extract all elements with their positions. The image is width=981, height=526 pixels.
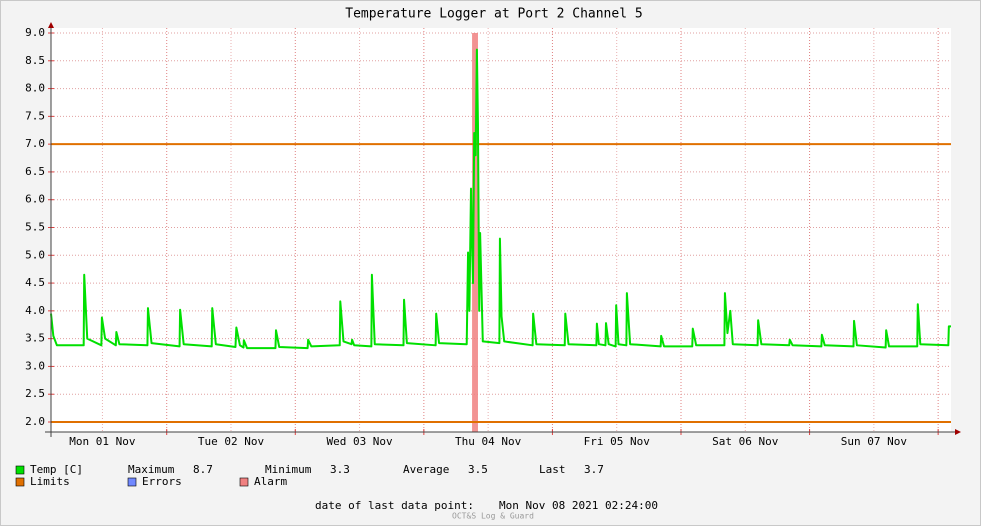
legend-label: Errors <box>142 475 182 488</box>
stat-label: Last <box>539 463 566 476</box>
x-tick-label: Tue 02 Nov <box>198 435 265 448</box>
temperature-line <box>50 48 951 350</box>
legend-swatch <box>15 465 25 475</box>
y-tick-label: 8.0 <box>25 82 45 95</box>
stat-label: Maximum <box>128 463 175 476</box>
stat-value: 3.3 <box>330 463 350 476</box>
legend-label: Limits <box>30 475 70 488</box>
x-tick-label: Sat 06 Nov <box>712 435 779 448</box>
x-axis-arrow <box>955 429 961 435</box>
footer: OCT&S Log & Guard <box>452 512 534 521</box>
y-tick-label: 4.5 <box>25 276 45 289</box>
y-tick-label: 5.5 <box>25 220 45 233</box>
alarm-band <box>472 33 478 432</box>
last-point-label: date of last data point: <box>315 499 474 512</box>
stat-value: 3.5 <box>468 463 488 476</box>
y-tick-label: 7.5 <box>25 109 45 122</box>
legend-label: Temp [C] <box>30 463 83 476</box>
y-tick-label: 3.5 <box>25 332 45 345</box>
y-tick-label: 4.0 <box>25 304 45 317</box>
x-tick-label: Wed 03 Nov <box>326 435 393 448</box>
last-point-value: Mon Nov 08 2021 02:24:00 <box>499 499 658 512</box>
y-tick-label: 6.0 <box>25 193 45 206</box>
stat-value: 3.7 <box>584 463 604 476</box>
stat-value: 8.7 <box>193 463 213 476</box>
legend-label: Alarm <box>254 475 287 488</box>
x-tick-label: Fri 05 Nov <box>584 435 651 448</box>
x-tick-label: Mon 01 Nov <box>69 435 136 448</box>
legend-swatch <box>239 477 249 487</box>
stat-label: Minimum <box>265 463 312 476</box>
y-tick-label: 8.5 <box>25 54 45 67</box>
x-tick-label: Sun 07 Nov <box>841 435 908 448</box>
y-tick-label: 3.0 <box>25 359 45 372</box>
legend-swatch <box>127 477 137 487</box>
y-tick-label: 9.0 <box>25 26 45 39</box>
stat-label: Average <box>403 463 449 476</box>
y-tick-label: 7.0 <box>25 137 45 150</box>
y-tick-label: 2.5 <box>25 387 45 400</box>
x-tick-label: Thu 04 Nov <box>455 435 522 448</box>
chart-title: Temperature Logger at Port 2 Channel 5 <box>345 7 642 22</box>
y-tick-label: 2.0 <box>25 415 45 428</box>
y-tick-label: 5.0 <box>25 248 45 261</box>
plot-area <box>51 28 951 432</box>
y-axis-arrow <box>48 22 54 28</box>
legend-swatch <box>15 477 25 487</box>
y-tick-label: 6.5 <box>25 165 45 178</box>
